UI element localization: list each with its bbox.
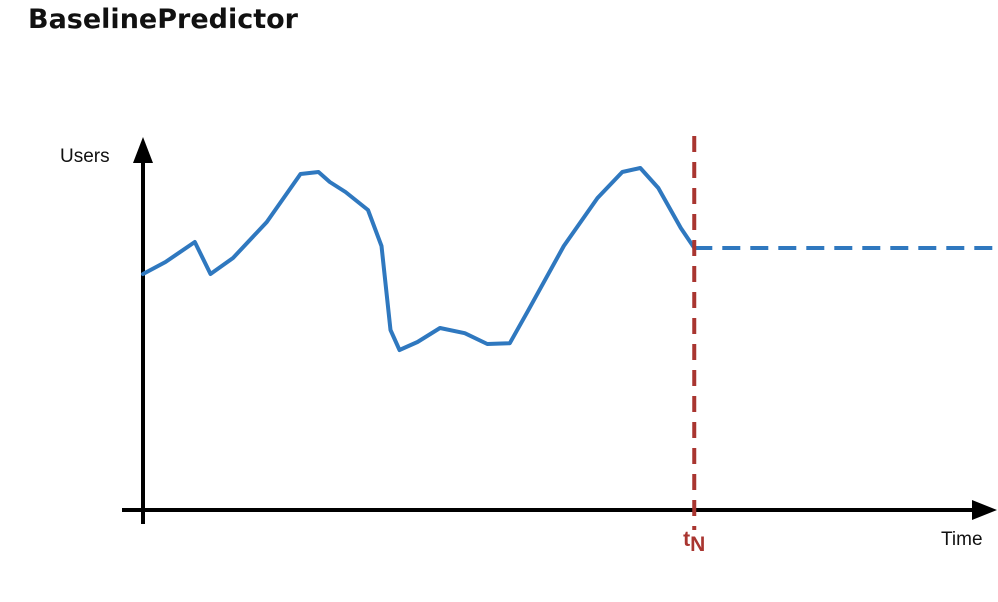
y-axis-arrow bbox=[133, 137, 153, 163]
t-n-marker-label: tN bbox=[683, 528, 705, 556]
series-layer bbox=[141, 166, 998, 352]
t-n-marker-label-sub: N bbox=[690, 533, 705, 556]
page-title: BaselinePredictor bbox=[28, 4, 298, 35]
observed-series-line bbox=[141, 166, 697, 352]
axes bbox=[122, 137, 997, 524]
x-axis-arrow bbox=[972, 500, 997, 520]
t-n-marker-label-main: t bbox=[683, 528, 690, 551]
x-axis-label: Time bbox=[941, 529, 983, 550]
y-axis-label: Users bbox=[60, 146, 110, 167]
